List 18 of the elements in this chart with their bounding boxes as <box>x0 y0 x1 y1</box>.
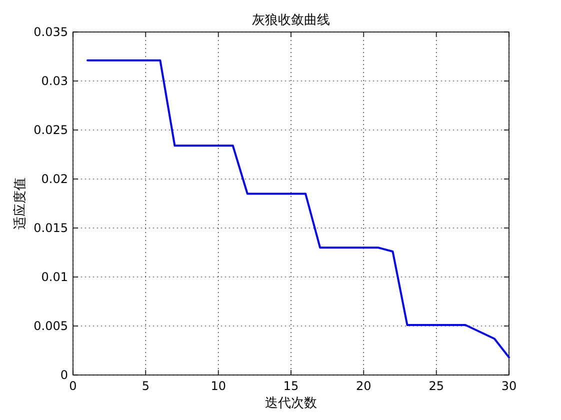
y-tick-label: 0.02 <box>41 172 68 186</box>
y-axis-title: 适应度值 <box>12 178 28 230</box>
x-tick-label: 25 <box>428 379 444 393</box>
y-tick-label: 0.025 <box>34 123 68 137</box>
x-tick-label: 10 <box>210 379 226 393</box>
x-tick-label: 0 <box>69 379 77 393</box>
x-axis-title: 迭代次数 <box>265 396 317 411</box>
y-tick-label: 0.01 <box>41 270 68 284</box>
x-tick-label: 30 <box>501 379 517 393</box>
y-tick-label: 0.035 <box>34 25 68 39</box>
x-tick-label: 15 <box>283 379 299 393</box>
x-tick-label: 20 <box>356 379 372 393</box>
y-tick-label: 0.015 <box>34 221 68 235</box>
y-tick-label: 0.03 <box>41 74 68 88</box>
y-tick-label: 0.005 <box>34 319 68 333</box>
chart-title: 灰狼收敛曲线 <box>252 13 330 28</box>
x-tick-label: 5 <box>142 379 150 393</box>
y-tick-label: 0 <box>60 368 68 382</box>
